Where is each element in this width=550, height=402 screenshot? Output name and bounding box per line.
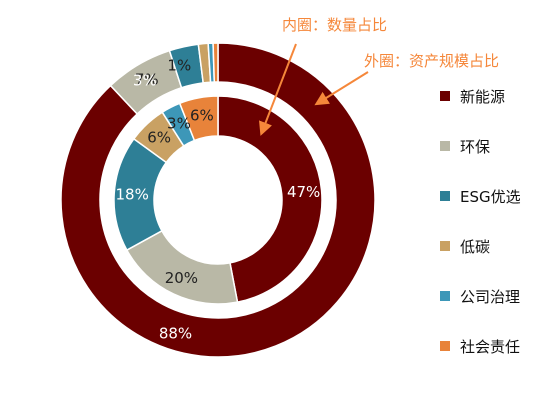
legend-item: 新能源 bbox=[440, 84, 550, 108]
outer-slice-label-4: 1% bbox=[167, 56, 191, 74]
legend-label: 环保 bbox=[460, 137, 491, 156]
chart-legend: 新能源环保 ESG优选低碳公司治理社会责任 bbox=[440, 84, 550, 384]
inner-ring-annotation: 内圈：数量占比 bbox=[282, 16, 388, 34]
inner-slice-label-1: 47% bbox=[287, 183, 320, 201]
inner-slice-1 bbox=[217, 95, 323, 304]
outer-slice-1 bbox=[60, 42, 376, 358]
inner-annotation-arrow bbox=[259, 43, 297, 136]
inner-slice-6 bbox=[178, 95, 219, 142]
legend-item: 环保 bbox=[440, 134, 550, 158]
legend-label: 新能源 bbox=[460, 87, 506, 106]
legend-swatch bbox=[440, 241, 450, 251]
annotation-arrows bbox=[259, 43, 369, 136]
legend-item: 公司治理 bbox=[440, 284, 550, 308]
legend-swatch bbox=[440, 91, 450, 101]
slice-labels: 88%7%3%1%47%20%18%6%3% 6% bbox=[115, 56, 320, 342]
legend-label: 低碳 bbox=[460, 237, 491, 256]
legend-swatch bbox=[440, 341, 450, 351]
legend-label: 公司治理 bbox=[460, 287, 521, 306]
legend-item: ESG优选 bbox=[440, 184, 550, 208]
outer-annotation-arrow bbox=[314, 71, 369, 106]
inner-slice-label-6: 6% bbox=[190, 107, 214, 125]
legend-swatch bbox=[440, 191, 450, 201]
outer-ring-annotation: 外圈：资产规模占比 bbox=[364, 52, 500, 70]
inner-ring bbox=[113, 95, 323, 305]
outer-slice-label-2: 7% bbox=[135, 70, 159, 88]
outer-slice-label-3: 3% bbox=[133, 72, 157, 90]
legend-swatch bbox=[440, 291, 450, 301]
legend-swatch bbox=[440, 141, 450, 151]
legend-label: ESG优选 bbox=[460, 187, 521, 206]
inner-slice-label-4: 6% bbox=[147, 128, 171, 146]
inner-slice-label-5: 3% bbox=[167, 114, 191, 132]
legend-item: 低碳 bbox=[440, 234, 550, 258]
outer-slice-6 bbox=[212, 42, 219, 83]
legend-item: 社会责任 bbox=[440, 334, 550, 358]
inner-slice-label-3: 18% bbox=[115, 186, 148, 204]
legend-label: 社会责任 bbox=[460, 337, 521, 356]
outer-slice-label-1: 88% bbox=[159, 324, 192, 342]
inner-slice-label-2: 20% bbox=[165, 269, 198, 287]
outer-ring bbox=[60, 42, 376, 358]
